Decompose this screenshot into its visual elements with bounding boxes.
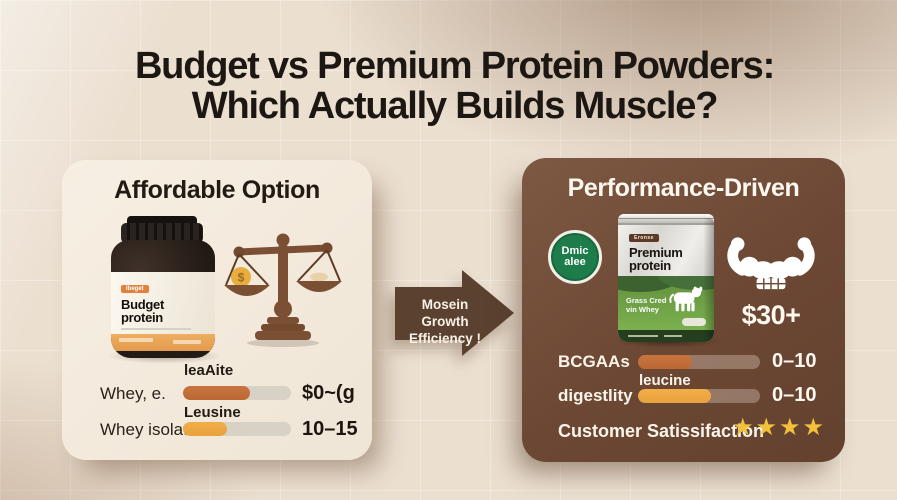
cow-icon [669, 286, 703, 312]
right-row-1-value: 0–10 [772, 350, 817, 372]
premium-protein-pouch: Eronse Premium protein Grass Cred vin Wh… [614, 210, 722, 348]
arrow-caption-line-2: Efficiency ! [408, 331, 482, 346]
right-bar-1 [638, 355, 760, 369]
pouch-name-line-2: protein [629, 258, 671, 273]
coin-dollar-symbol: $ [238, 271, 245, 285]
balance-scale-icon: $ [224, 233, 342, 347]
pouch-pasture-artwork: Grass Cred vin Whey [618, 276, 714, 332]
pouch-name-line-1: Premium [629, 245, 683, 260]
right-bar-1-fill [638, 355, 692, 369]
jar-label-decorative-line [121, 328, 191, 330]
affordable-option-card: Affordable Option Ibeget Budget protein [62, 160, 372, 460]
left-row-1-label: Whey, e. [100, 384, 166, 403]
jar-body: Ibeget Budget protein [111, 240, 215, 358]
budget-protein-jar: Ibeget Budget protein [105, 216, 225, 364]
performance-driven-card: Performance-Driven Dmic alee Eronse Prem… [522, 158, 845, 462]
pouch-brand-badge: Eronse [629, 234, 659, 242]
organic-badge-line-2: alee [564, 256, 586, 268]
jar-label: Ibeget Budget protein [111, 272, 215, 334]
left-card-title: Affordable Option [114, 176, 320, 204]
left-bar-2-fill [183, 422, 228, 436]
right-row-2-label: digestlity [558, 386, 633, 405]
left-row-1-value: $0~(g [302, 382, 355, 404]
organic-badge: Dmic alee [548, 230, 602, 284]
left-bar-1-fill [183, 386, 250, 400]
right-card-title: Performance-Driven [567, 174, 800, 202]
left-bar-2 [183, 422, 291, 436]
jar-lid [121, 223, 203, 243]
left-bar-2-label: Leusine [184, 404, 241, 421]
pouch-bottom-strip [618, 330, 714, 342]
left-row-2-value: 10–15 [302, 418, 358, 440]
title-line-2: Which Actually Builds Muscle? [191, 85, 719, 127]
right-bar-2 [638, 389, 760, 403]
arrow-caption: Mosein Growth Efficiency ! [397, 296, 493, 347]
pouch-pill-sticker [682, 318, 706, 326]
title-line-1: Budget vs Premium Protein Powders: [134, 45, 775, 87]
left-row-2-label: Whey isolate [100, 420, 198, 439]
right-arrow-icon [395, 270, 514, 356]
pouch-body: Eronse Premium protein Grass Cred vin Wh… [618, 214, 714, 342]
customer-satisfaction-label: Customer Satissifaction [558, 421, 765, 441]
jar-name-line-1: Budget [121, 297, 164, 312]
pouch-green-caption: Grass Cred vin Whey [626, 296, 666, 314]
jar-lid-top [127, 216, 197, 225]
pouch-green-caption-line-2: vin Whey [626, 305, 659, 314]
premium-price: $30+ [741, 300, 801, 330]
arrow-caption-line-1: Mosein Growth [421, 297, 469, 329]
right-row-1-label: BCGAAs [558, 352, 630, 371]
pouch-side-seam [704, 218, 714, 342]
jar-orange-band [111, 334, 215, 351]
muscle-flex-icon [727, 237, 815, 290]
jar-name-line-2: protein [121, 310, 163, 325]
jar-name: Budget protein [121, 298, 215, 324]
right-row-2-value: 0–10 [772, 384, 817, 406]
right-bar-2-fill [638, 389, 712, 403]
pouch-name: Premium protein [629, 246, 683, 272]
left-bar-1 [183, 386, 291, 400]
right-bar-2-label: leucine [639, 372, 691, 389]
star-rating: ★★★★ [732, 414, 827, 441]
pouch-green-caption-line-1: Grass Cred [626, 296, 667, 305]
pouch-zip-seal [618, 214, 714, 225]
organic-badge-line-1: Dmic [561, 245, 589, 257]
jar-brand-badge: Ibeget [121, 285, 149, 293]
left-bar-1-label: leaAite [184, 362, 234, 379]
page-title: Budget vs Premium Protein Powders: Which… [0, 46, 897, 126]
